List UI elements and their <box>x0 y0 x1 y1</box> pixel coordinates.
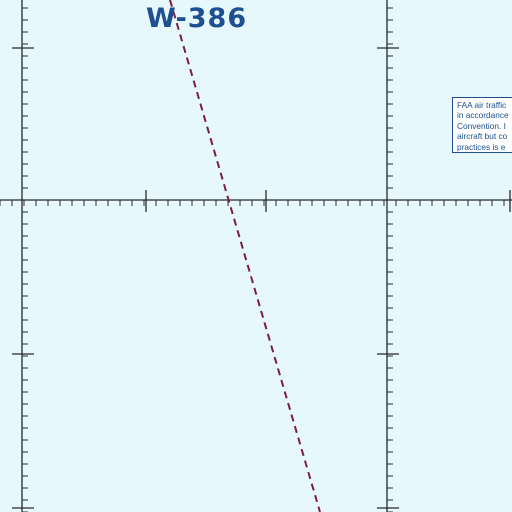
warning-area-label: W-386 <box>146 3 248 34</box>
warning-area-boundary <box>169 0 321 512</box>
grid-ticks <box>0 7 511 512</box>
note-line: practices is e <box>457 141 506 152</box>
faa-note-box: FAA air traffic in accordance Convention… <box>452 97 512 153</box>
note-line: Convention. I <box>457 120 506 131</box>
note-line: in accordance <box>457 110 509 121</box>
note-line: FAA air traffic <box>457 100 507 110</box>
note-line: aircraft but co <box>457 131 508 142</box>
